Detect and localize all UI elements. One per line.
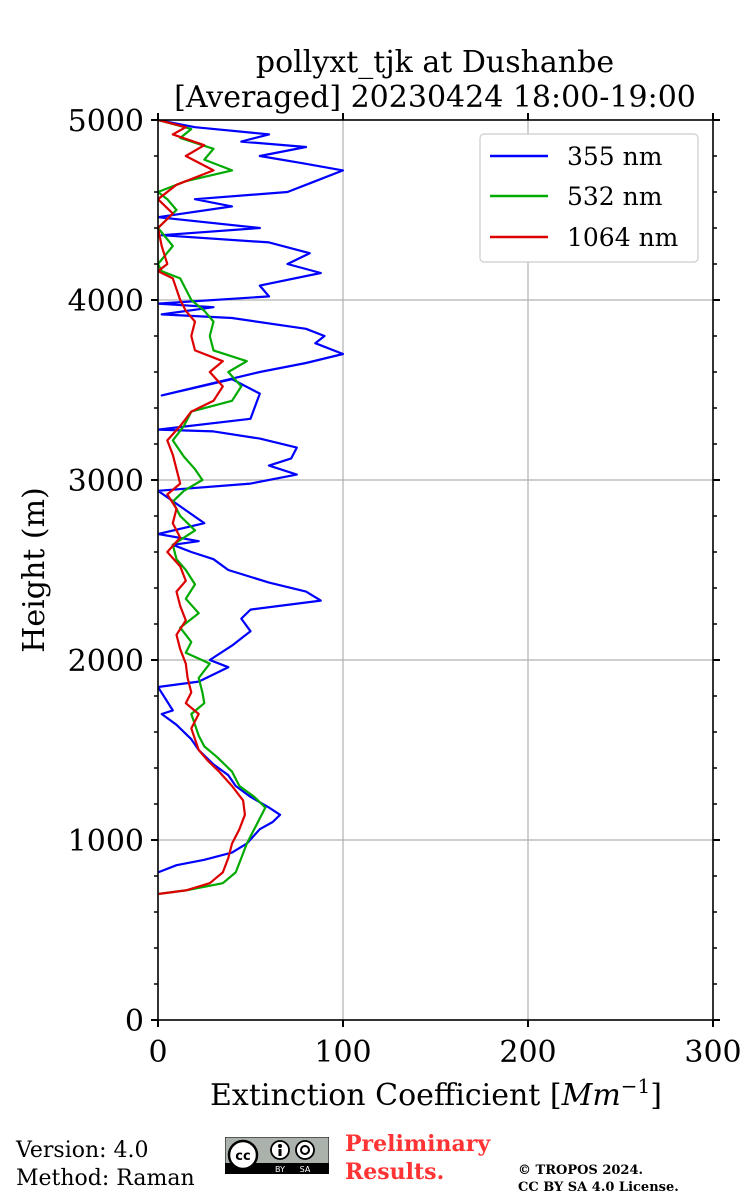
legend-label-532: 532 nm [567,182,663,211]
cc-logo-icon [227,1139,259,1171]
x-tick-label-300: 300 [684,1035,741,1070]
x-axis-label-exponent: −1 [621,1074,650,1098]
cc-sa-label: SA [300,1165,311,1174]
legend-label-355: 355 nm [567,142,663,171]
plot-frame [157,119,714,1021]
cc-by-head-icon [278,1144,282,1148]
x-axis-label-unit: Mm [561,1078,621,1113]
cc-license-badge: cc BY SA [225,1137,329,1174]
copyright-text-line2: CC BY SA 4.0 License. [518,1180,679,1195]
legend-box [479,133,699,263]
y-axis-label: Height (m) [17,487,52,652]
chart-title-line2: [Averaged] 20230424 18:00-19:00 [174,80,696,115]
x-axis-label-close: ] [650,1078,662,1113]
x-tick-label-100: 100 [314,1035,371,1070]
series-line-355-nm [158,120,345,874]
y-tick-label-0: 0 [125,1004,144,1039]
version-text: Version: 4.0 [16,1138,149,1163]
cc-sa-arrow-icon [300,1145,310,1155]
x-tick-label-0: 0 [148,1035,167,1070]
y-tick-label-3000: 3000 [68,464,144,499]
y-tick-label-5000: 5000 [68,104,144,139]
cc-by-body-icon [278,1149,282,1156]
x-axis-label-text: Extinction Coefficient [ [210,1078,562,1113]
y-tick-label-2000: 2000 [68,644,144,679]
legend: 355 nm 532 nm 1064 nm [479,133,699,263]
chart-title-line1: pollyxt_tjk at Dushanbe [256,45,614,80]
extinction-chart: pollyxt_tjk at Dushanbe [Averaged] 20230… [17,45,742,1113]
preliminary-text-line2: Results. [345,1159,445,1185]
x-tick-label-200: 200 [499,1035,556,1070]
cc-by-label: BY [275,1165,285,1174]
x-axis-label: Extinction Coefficient [Mm−1] [210,1074,662,1113]
method-text: Method: Raman [16,1166,195,1191]
y-tick-label-1000: 1000 [68,824,144,859]
series-group [158,120,345,896]
y-tick-label-4000: 4000 [68,284,144,319]
copyright-text-line1: © TROPOS 2024. [518,1163,644,1178]
cc-sa-icon [295,1140,315,1160]
preliminary-text-line1: Preliminary [345,1131,491,1157]
cc-logo-text: cc [235,1149,250,1164]
series-line-1064-nm [158,120,246,896]
legend-label-1064: 1064 nm [567,223,679,252]
